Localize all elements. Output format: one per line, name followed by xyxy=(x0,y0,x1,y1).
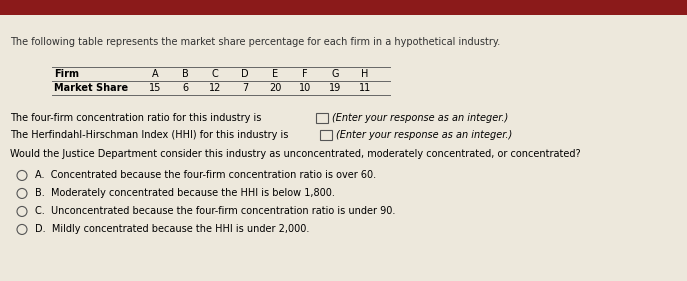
Text: The Herfindahl-Hirschman Index (HHI) for this industry is: The Herfindahl-Hirschman Index (HHI) for… xyxy=(10,130,289,140)
Text: B: B xyxy=(181,69,188,80)
Text: 7: 7 xyxy=(242,83,248,94)
Text: 11: 11 xyxy=(359,83,371,94)
Text: Would the Justice Department consider this industry as unconcentrated, moderatel: Would the Justice Department consider th… xyxy=(10,149,581,159)
Text: 12: 12 xyxy=(209,83,221,94)
Text: The following table represents the market share percentage for each firm in a hy: The following table represents the marke… xyxy=(10,37,500,47)
Text: C: C xyxy=(212,69,218,80)
Text: H: H xyxy=(361,69,369,80)
Text: 20: 20 xyxy=(269,83,281,94)
Text: 19: 19 xyxy=(329,83,341,94)
Text: 15: 15 xyxy=(149,83,161,94)
Text: B.  Moderately concentrated because the HHI is below 1,800.: B. Moderately concentrated because the H… xyxy=(35,189,335,198)
Text: Firm: Firm xyxy=(54,69,79,80)
FancyBboxPatch shape xyxy=(320,130,332,140)
Text: (Enter your response as an integer.): (Enter your response as an integer.) xyxy=(332,114,508,123)
Text: G: G xyxy=(331,69,339,80)
Text: A: A xyxy=(152,69,158,80)
Text: 6: 6 xyxy=(182,83,188,94)
Text: D: D xyxy=(241,69,249,80)
Text: The four-firm concentration ratio for this industry is: The four-firm concentration ratio for th… xyxy=(10,114,261,123)
Text: E: E xyxy=(272,69,278,80)
Text: 10: 10 xyxy=(299,83,311,94)
Text: (Enter your response as an integer.): (Enter your response as an integer.) xyxy=(336,130,513,140)
Text: D.  Mildly concentrated because the HHI is under 2,000.: D. Mildly concentrated because the HHI i… xyxy=(35,225,309,234)
FancyBboxPatch shape xyxy=(316,114,328,123)
Text: C.  Unconcentrated because the four-firm concentration ratio is under 90.: C. Unconcentrated because the four-firm … xyxy=(35,207,396,216)
Text: Market Share: Market Share xyxy=(54,83,128,94)
Text: A.  Concentrated because the four-firm concentration ratio is over 60.: A. Concentrated because the four-firm co… xyxy=(35,171,376,180)
Text: F: F xyxy=(302,69,308,80)
